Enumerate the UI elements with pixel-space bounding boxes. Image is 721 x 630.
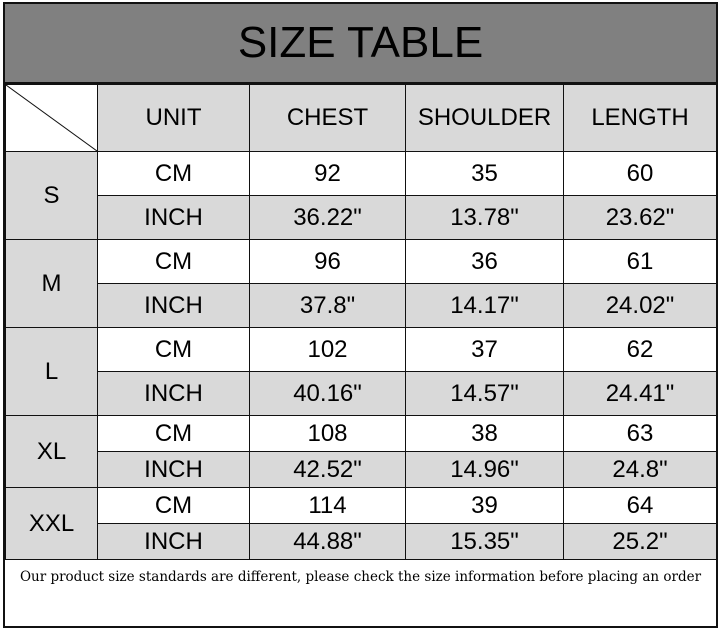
table-row: S CM 92 35 60 [5,151,717,240]
diagonal-line [6,85,97,151]
cell-unit: CM [97,151,250,196]
cell-chest: 96 [249,239,406,284]
size-label: XL [5,415,98,488]
cell-length: 25.2" [563,523,717,560]
cell-length: 61 [563,239,717,284]
cell-chest: 92 [249,151,406,196]
cell-shoulder: 36 [405,239,564,284]
cell-unit: INCH [97,283,250,328]
cell-length: 23.62" [563,195,717,240]
cell-unit: CM [97,487,250,524]
cell-unit: INCH [97,371,250,416]
cell-chest: 108 [249,415,406,452]
cell-chest: 37.8" [249,283,406,328]
size-label: XXL [5,487,98,560]
cell-shoulder: 37 [405,327,564,372]
table-row: INCH 40.16" 14.57" 24.41" [6,371,717,416]
cell-unit: INCH [97,451,250,488]
cell-chest: 114 [249,487,406,524]
size-label: M [5,239,98,328]
header-row: UNIT CHEST SHOULDER LENGTH [5,84,717,152]
header-chest: CHEST [249,84,406,152]
table-row: L CM 102 37 62 [5,327,717,416]
cell-chest: 42.52" [249,451,406,488]
cell-shoulder: 35 [405,151,564,196]
cell-shoulder: 15.35" [405,523,564,560]
cell-length: 24.41" [563,371,717,416]
header-shoulder: SHOULDER [405,84,564,152]
cell-unit: CM [97,327,250,372]
header-unit: UNIT [97,84,250,152]
size-label: L [5,327,98,416]
table-row: XL CM 108 38 63 [5,415,717,488]
cell-chest: 102 [249,327,406,372]
cell-unit: INCH [97,523,250,560]
table-title: SIZE TABLE [5,4,716,84]
table-row: INCH 42.52" 14.96" 24.8" [6,451,717,488]
cell-length: 63 [563,415,717,452]
cell-chest: 40.16" [249,371,406,416]
cell-chest: 44.88" [249,523,406,560]
table-row: XXL CM 114 39 64 [5,487,717,560]
cell-chest: 36.22" [249,195,406,240]
cell-shoulder: 14.57" [405,371,564,416]
footer-note: Our product size standards are different… [19,569,702,585]
cell-length: 62 [563,327,717,372]
table-row: M CM 96 36 61 [5,239,717,328]
size-table: UNIT CHEST SHOULDER LENGTH S CM 92 35 60 INCH… [5,84,717,560]
cell-length: 60 [563,151,717,196]
size-label: S [5,151,98,240]
table-row: INCH 37.8" 14.17" 24.02" [6,283,717,328]
cell-shoulder: 13.78" [405,195,564,240]
cell-unit: INCH [97,195,250,240]
cell-shoulder: 39 [405,487,564,524]
table-row: INCH 36.22" 13.78" 23.62" [6,195,717,240]
table-row: INCH 44.88" 15.35" 25.2" [6,523,717,560]
cell-length: 24.02" [563,283,717,328]
cell-shoulder: 38 [405,415,564,452]
cell-length: 24.8" [563,451,717,488]
cell-length: 64 [563,487,717,524]
corner-cell [5,84,98,152]
cell-unit: CM [97,415,250,452]
cell-shoulder: 14.96" [405,451,564,488]
cell-unit: CM [97,239,250,284]
cell-shoulder: 14.17" [405,283,564,328]
header-length: LENGTH [563,84,717,152]
